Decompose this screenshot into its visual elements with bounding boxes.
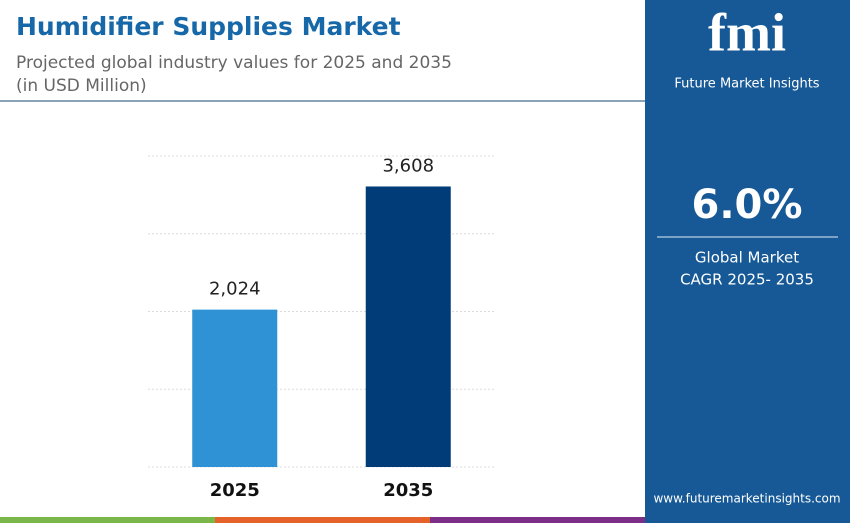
brand: Future Market Insights [674, 77, 819, 92]
cagr-label: Global Market [695, 249, 799, 267]
cagr-label: CAGR 2025- 2035 [680, 271, 814, 289]
bar [365, 186, 451, 467]
footer-stripe [0, 517, 215, 523]
sidebar [645, 0, 850, 523]
chart-title: Humidifier Supplies Market [16, 12, 401, 41]
chart-subtitle: Projected global industry values for 202… [16, 53, 452, 73]
x-tick-label: 2025 [210, 480, 260, 501]
footer-stripe [430, 517, 645, 523]
value-label: 2,024 [209, 279, 261, 300]
value-label: 3,608 [382, 155, 434, 176]
website: www.futuremarketinsights.com [653, 492, 840, 506]
footer-stripe [215, 517, 430, 523]
bar [192, 309, 278, 467]
cagr-value: 6.0% [692, 182, 803, 228]
unit-note: (in USD Million) [16, 76, 147, 96]
logo: fmi [708, 2, 786, 62]
x-tick-label: 2035 [383, 480, 433, 501]
